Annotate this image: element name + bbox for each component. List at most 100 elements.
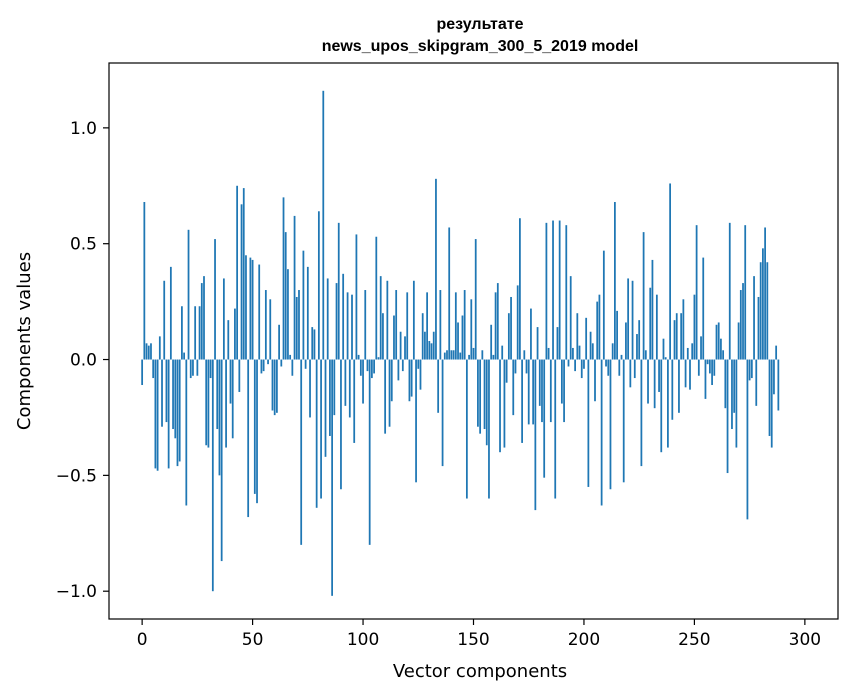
bar xyxy=(377,357,380,360)
bar xyxy=(697,359,700,376)
bar xyxy=(337,222,340,360)
bar xyxy=(452,350,455,360)
bar xyxy=(388,359,391,427)
bar xyxy=(395,290,398,360)
bar xyxy=(611,343,614,360)
bar xyxy=(348,359,351,418)
bar xyxy=(247,359,250,518)
bar xyxy=(384,359,387,434)
bar xyxy=(375,236,378,360)
bar xyxy=(373,359,375,374)
bar xyxy=(342,273,345,360)
bar xyxy=(253,359,256,494)
bar xyxy=(525,359,528,374)
bar xyxy=(368,359,371,545)
bar xyxy=(291,359,294,376)
bar xyxy=(276,359,278,413)
bar xyxy=(439,290,442,360)
bar xyxy=(393,315,395,360)
y-tick-label: −1.0 xyxy=(56,582,97,602)
bar xyxy=(775,345,778,360)
bar xyxy=(644,350,647,360)
bar xyxy=(614,202,616,360)
bar xyxy=(572,347,574,360)
bar xyxy=(421,313,424,360)
bar xyxy=(530,308,532,360)
bar xyxy=(331,359,333,596)
bar xyxy=(770,359,773,448)
bar xyxy=(753,276,755,360)
bar xyxy=(196,359,199,376)
bar xyxy=(505,359,508,383)
bar xyxy=(633,359,636,379)
bar xyxy=(682,299,685,360)
bar xyxy=(536,327,539,360)
bar xyxy=(532,359,535,425)
bar xyxy=(322,90,325,360)
bar xyxy=(479,359,482,434)
bar xyxy=(746,359,749,520)
bar xyxy=(415,359,417,483)
bar xyxy=(702,257,705,360)
bar xyxy=(686,347,689,360)
bar xyxy=(320,359,322,499)
bar xyxy=(172,359,174,430)
bar xyxy=(382,313,384,360)
bar xyxy=(711,359,713,386)
bar xyxy=(549,359,552,423)
bar xyxy=(609,359,612,490)
bar xyxy=(516,285,519,360)
bar xyxy=(315,359,318,508)
bar xyxy=(280,359,283,367)
bar xyxy=(200,283,203,360)
bar xyxy=(578,345,581,360)
bar xyxy=(269,299,272,360)
bar xyxy=(412,280,415,360)
bar xyxy=(437,359,440,413)
bar xyxy=(218,359,221,476)
bar xyxy=(519,218,521,360)
bar xyxy=(651,259,654,360)
bar xyxy=(503,359,506,448)
bar xyxy=(313,329,316,360)
bar xyxy=(742,283,744,360)
bar xyxy=(158,336,161,360)
bar xyxy=(220,359,223,562)
bar xyxy=(293,215,296,360)
bar xyxy=(744,225,747,360)
bar xyxy=(649,287,652,360)
bar xyxy=(733,359,736,413)
bar xyxy=(167,359,170,469)
bar xyxy=(602,250,605,360)
bar xyxy=(163,280,166,360)
bar xyxy=(673,320,676,360)
bar xyxy=(715,324,718,360)
bar xyxy=(406,292,409,360)
bar xyxy=(501,345,504,360)
y-tick-label: 0.5 xyxy=(70,235,97,255)
bar xyxy=(258,264,261,360)
bar xyxy=(181,306,183,360)
bar xyxy=(457,322,459,360)
bar xyxy=(731,359,733,430)
bar xyxy=(205,359,208,446)
bar xyxy=(474,239,477,360)
chart-subtitle: news_upos_skipgram_300_5_2019 model xyxy=(322,38,639,55)
chart-title: результате xyxy=(437,16,524,33)
bar xyxy=(777,359,780,411)
x-tick-label: 50 xyxy=(242,630,264,650)
bar xyxy=(664,357,667,360)
bar xyxy=(289,354,292,360)
bar xyxy=(209,359,212,379)
bar xyxy=(236,185,239,360)
bar xyxy=(240,204,243,360)
bar xyxy=(722,350,725,360)
bar xyxy=(335,283,338,360)
bar xyxy=(264,290,267,360)
bar xyxy=(737,322,740,360)
bar xyxy=(704,359,707,399)
bar xyxy=(618,359,621,376)
bar xyxy=(340,359,342,490)
bar xyxy=(616,310,618,360)
bar xyxy=(238,359,241,392)
